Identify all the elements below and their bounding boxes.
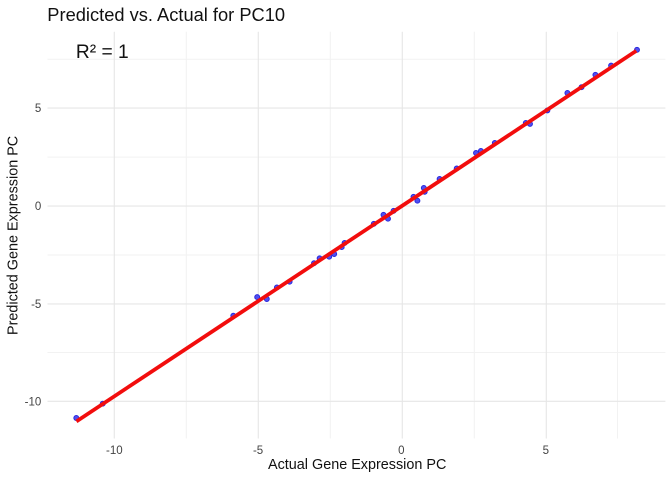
- svg-text:5: 5: [543, 445, 549, 457]
- svg-text:-10: -10: [25, 396, 42, 408]
- svg-text:0: 0: [35, 201, 41, 213]
- svg-text:Predicted Gene Expression PC: Predicted Gene Expression PC: [5, 136, 21, 335]
- svg-text:-5: -5: [253, 445, 263, 457]
- svg-text:-10: -10: [106, 445, 123, 457]
- svg-text:0: 0: [398, 445, 404, 457]
- svg-text:-5: -5: [31, 299, 41, 311]
- svg-text:5: 5: [35, 103, 41, 115]
- svg-text:Actual Gene Expression PC: Actual Gene Expression PC: [268, 457, 446, 473]
- svg-text:Predicted vs. Actual for PC10: Predicted vs. Actual for PC10: [47, 4, 285, 25]
- svg-text:R² = 1: R² = 1: [76, 42, 129, 63]
